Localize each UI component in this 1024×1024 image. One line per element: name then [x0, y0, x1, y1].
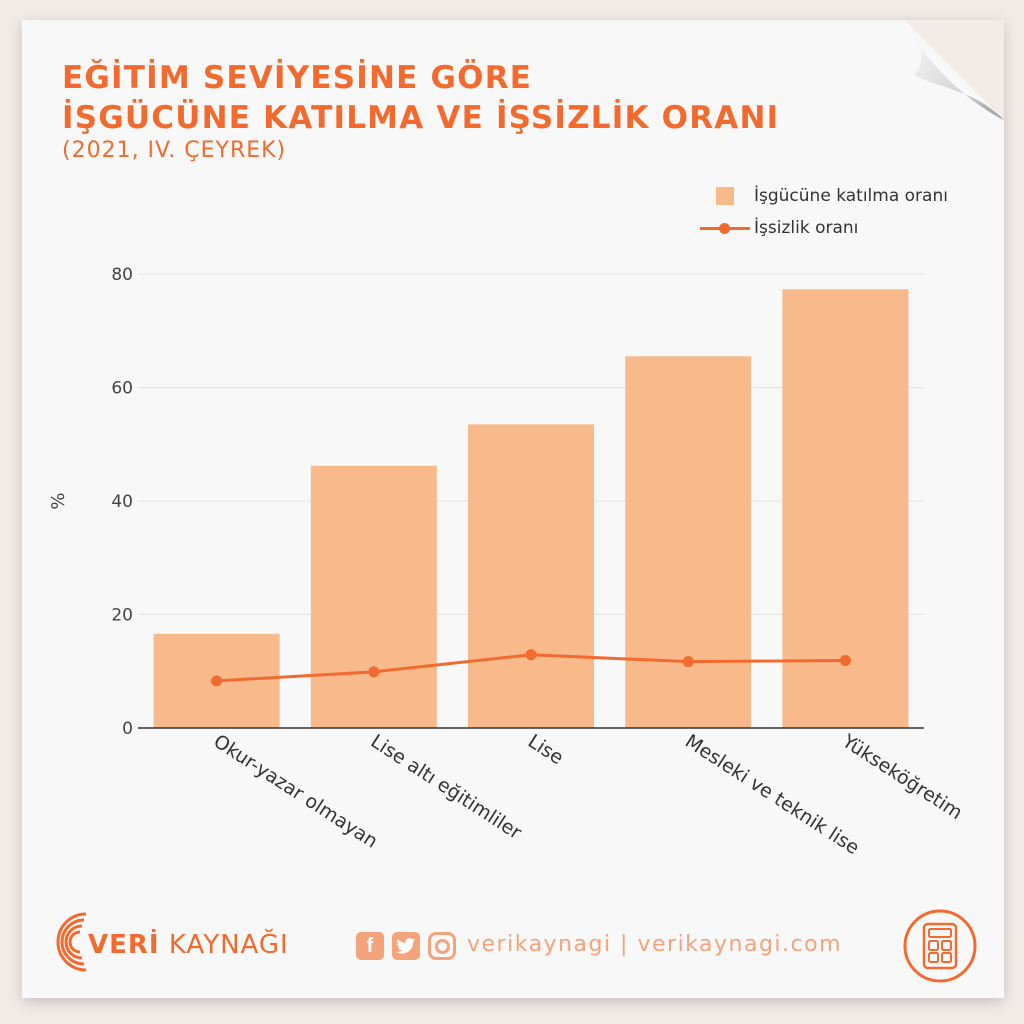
y-tick-label: 80 — [111, 265, 133, 285]
x-tick-label: Yükseköğretim — [837, 730, 966, 824]
bar-swatch-icon — [716, 187, 734, 205]
page-curl-decoration — [904, 20, 1004, 120]
y-tick-label: 0 — [122, 719, 133, 739]
line-swatch-icon — [700, 219, 750, 237]
legend-bar-label: İşgücüne katılma oranı — [754, 186, 948, 206]
twitter-icon[interactable] — [392, 932, 420, 960]
x-tick-label: Mesleki ve teknik lise — [681, 730, 863, 859]
y-axis-label: % — [48, 492, 69, 509]
title-line-2: İŞGÜCÜNE KATILMA VE İŞSİZLİK ORANI — [62, 100, 780, 136]
chart-subtitle: (2021, IV. ÇEYREK) — [62, 138, 287, 163]
x-tick-label: Lise — [524, 730, 567, 769]
line-point — [682, 656, 694, 668]
brand-bold: VERİ — [88, 930, 160, 960]
title-line-1: EĞİTİM SEVİYESİNE GÖRE — [62, 60, 533, 96]
x-tick-label: Lise altı eğitimliler — [367, 730, 526, 844]
y-tick-label: 60 — [111, 379, 133, 399]
social-handle: verikaynagi | verikaynagi.com — [467, 932, 843, 957]
chart-title: EĞİTİM SEVİYESİNE GÖRE İŞGÜCÜNE KATILMA … — [62, 58, 779, 138]
social-icons: f — [356, 932, 456, 960]
bar — [468, 424, 594, 728]
calculator-icon — [903, 909, 977, 983]
line-point — [368, 666, 380, 678]
y-tick-label: 40 — [111, 492, 133, 512]
line-point — [839, 654, 851, 666]
line-point — [211, 675, 223, 687]
instagram-icon[interactable] — [428, 932, 456, 960]
legend-item-bar: İşgücüne katılma oranı — [700, 180, 948, 212]
x-tick-label: Okur-yazar olmayan — [209, 730, 381, 852]
legend-line-label: İşsizlik oranı — [754, 218, 859, 238]
bar — [625, 356, 752, 728]
veri-kaynagi-logo-icon — [56, 912, 87, 972]
bar — [782, 289, 909, 728]
brand-name: VERİ KAYNAĞI — [88, 930, 289, 960]
legend: İşgücüne katılma oranı İşsizlik oranı — [700, 180, 948, 244]
y-tick-label: 20 — [111, 606, 133, 626]
legend-item-line: İşsizlik oranı — [700, 212, 948, 244]
bar — [310, 465, 437, 728]
facebook-icon[interactable]: f — [356, 932, 384, 960]
brand-rest: KAYNAĞI — [159, 930, 289, 960]
line-point — [525, 649, 537, 661]
